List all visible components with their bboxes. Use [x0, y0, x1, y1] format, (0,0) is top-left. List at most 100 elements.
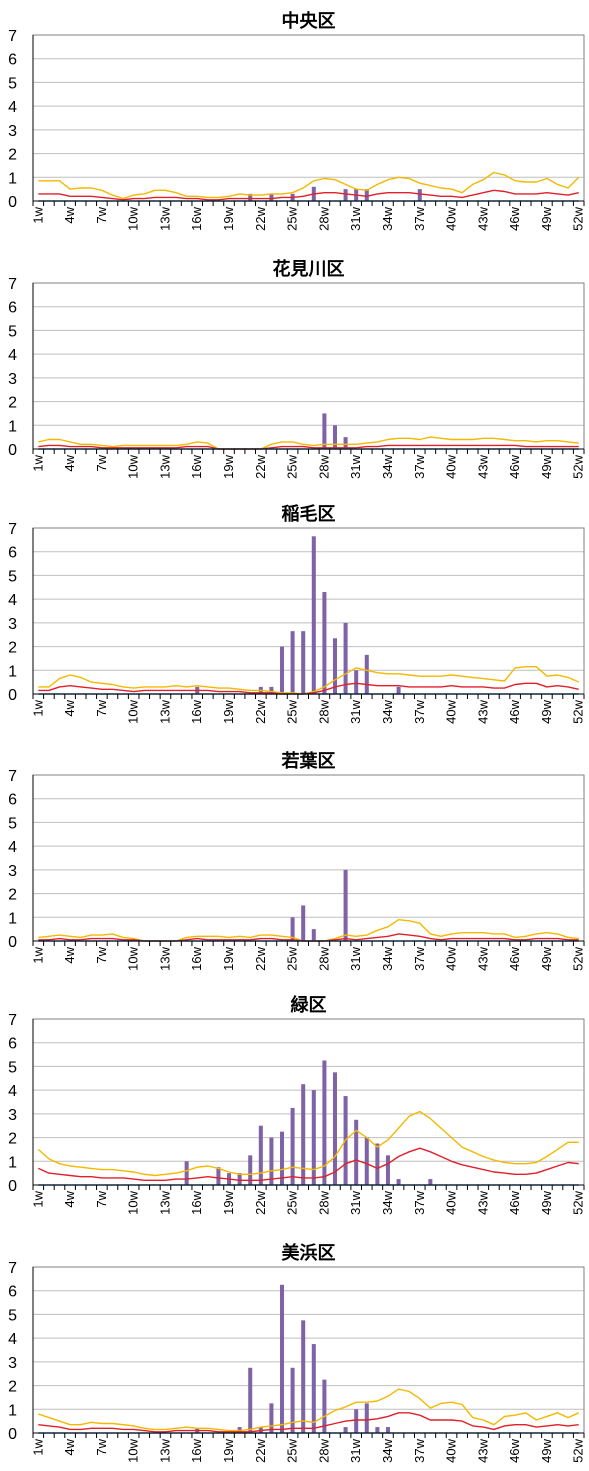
x-tick-label: 52w	[571, 454, 586, 478]
y-tick-label: 6	[8, 1036, 17, 1053]
series-line	[38, 1388, 579, 1432]
x-tick-label: 28w	[316, 454, 331, 478]
y-tick-label: 4	[8, 347, 17, 364]
x-tick-label: 13w	[158, 1190, 173, 1214]
y-tick-label: 6	[8, 1284, 17, 1301]
bar	[322, 592, 327, 694]
y-tick-label: 7	[8, 768, 17, 785]
x-tick-label: 1w	[30, 946, 45, 963]
y-tick-label: 5	[8, 1059, 17, 1076]
x-tick-label: 4w	[62, 699, 77, 716]
x-tick-label: 16w	[189, 1438, 204, 1462]
x-tick-label: 40w	[444, 206, 459, 230]
bar	[396, 686, 401, 694]
x-tick-label: 22w	[253, 946, 268, 970]
x-tick-label: 34w	[380, 206, 395, 230]
bar	[290, 1107, 295, 1185]
x-tick-label: 43w	[475, 454, 490, 478]
x-tick-label: 25w	[285, 1190, 300, 1214]
y-tick-label: 0	[8, 194, 17, 211]
x-tick-label: 1w	[30, 1438, 45, 1455]
y-tick-label: 4	[8, 839, 17, 856]
bar	[290, 631, 295, 694]
x-tick-label: 4w	[62, 1190, 77, 1207]
y-tick-label: 1	[8, 663, 17, 680]
x-tick-label: 31w	[348, 206, 363, 230]
x-tick-label: 31w	[348, 1190, 363, 1214]
bar	[269, 686, 274, 694]
x-tick-label: 10w	[126, 1190, 141, 1214]
x-tick-label: 52w	[571, 1190, 586, 1214]
x-tick-label: 37w	[412, 454, 427, 478]
x-tick-label: 10w	[126, 1438, 141, 1462]
x-tick-label: 28w	[316, 699, 331, 723]
x-tick-label: 13w	[158, 946, 173, 970]
bar	[311, 1090, 316, 1185]
bar	[375, 1427, 380, 1433]
bar	[354, 670, 359, 694]
x-tick-label: 31w	[348, 1438, 363, 1462]
y-tick-label: 6	[8, 792, 17, 809]
bar	[417, 189, 422, 201]
bar	[301, 1084, 306, 1185]
y-tick-label: 1	[8, 418, 17, 435]
x-tick-label: 37w	[412, 699, 427, 723]
y-tick-label: 2	[8, 640, 17, 657]
x-tick-label: 28w	[316, 946, 331, 970]
x-tick-label: 1w	[30, 454, 45, 471]
y-tick-label: 0	[8, 687, 17, 704]
x-tick-label: 49w	[539, 946, 554, 970]
y-tick-label: 6	[8, 300, 17, 317]
chart-title: 稲毛区	[282, 503, 336, 525]
bar	[354, 1119, 359, 1185]
y-tick-label: 4	[8, 1083, 17, 1100]
x-tick-label: 4w	[62, 946, 77, 963]
x-tick-label: 7w	[94, 1190, 109, 1207]
x-tick-label: 40w	[444, 1438, 459, 1462]
bar	[343, 622, 348, 694]
chart-title: 緑区	[291, 994, 327, 1016]
y-tick-label: 4	[8, 592, 17, 609]
bar	[269, 193, 274, 201]
bar	[311, 929, 316, 941]
bar	[364, 1403, 369, 1433]
x-tick-label: 19w	[221, 1190, 236, 1214]
bar	[184, 1161, 189, 1185]
bar	[258, 1125, 263, 1185]
x-tick-label: 7w	[94, 454, 109, 471]
bar	[364, 189, 369, 201]
x-tick-label: 28w	[316, 206, 331, 230]
y-tick-label: 3	[8, 616, 17, 633]
series-line	[38, 1412, 579, 1433]
x-tick-label: 7w	[94, 206, 109, 223]
plot-area	[32, 34, 585, 202]
y-tick-label: 7	[8, 276, 17, 293]
x-tick-label: 13w	[158, 454, 173, 478]
y-tick-label: 2	[8, 1379, 17, 1396]
x-tick-label: 28w	[316, 1190, 331, 1214]
x-tick-label: 37w	[412, 1190, 427, 1214]
y-tick-label: 4	[8, 1331, 17, 1348]
x-tick-label: 40w	[444, 1190, 459, 1214]
chart-3: 稲毛区 0 1 2 3 4 5 6 7 1w 4w 7w 10w 13w 16w 19w 22w 25w 28w 31…	[8, 503, 586, 724]
x-tick-label: 16w	[189, 946, 204, 970]
x-tick-label: 25w	[285, 699, 300, 723]
bar	[248, 1367, 253, 1433]
series-line	[37, 1110, 579, 1177]
x-tick-label: 25w	[285, 454, 300, 478]
x-tick-label: 37w	[412, 206, 427, 230]
y-tick-label: 1	[8, 910, 17, 927]
chart-6: 美浜区 0 1 2 3 4 5 6 7 1w 4w 7w 10w 13w 16w 19w 22w 25w 28w 31…	[8, 1242, 586, 1463]
y-tick-label: 6	[8, 52, 17, 69]
chart-title: 中央区	[282, 10, 336, 32]
bar	[322, 413, 327, 449]
bar	[343, 1427, 348, 1433]
y-tick-label: 2	[8, 1131, 17, 1148]
x-tick-label: 46w	[507, 1438, 522, 1462]
x-tick-label: 34w	[380, 699, 395, 723]
x-tick-label: 43w	[475, 206, 490, 230]
plot-area	[32, 1018, 585, 1186]
x-tick-label: 43w	[475, 946, 490, 970]
x-tick-label: 46w	[507, 946, 522, 970]
x-tick-label: 4w	[62, 1438, 77, 1455]
